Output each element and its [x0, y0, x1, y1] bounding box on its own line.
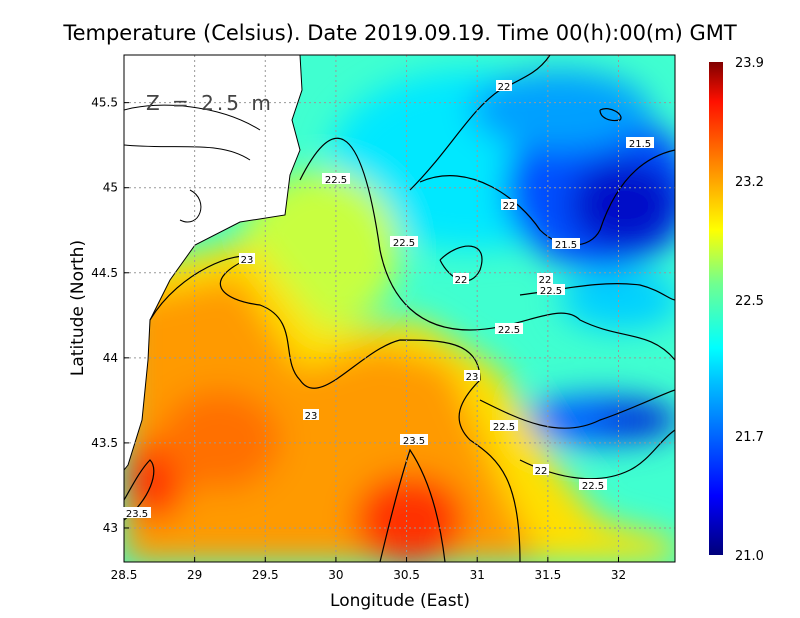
contour-label: 22 — [453, 273, 469, 286]
x-tick-label: 28.5 — [111, 568, 138, 582]
plot-frame — [123, 54, 676, 563]
contour-label: 22.5 — [390, 236, 418, 249]
colorbar-tick-label: 23.2 — [735, 175, 764, 190]
svg-text:22.5: 22.5 — [540, 286, 562, 297]
svg-text:23: 23 — [241, 255, 254, 266]
colorbar-tick-label: 23.9 — [735, 56, 764, 71]
contour-label: 23 — [303, 409, 319, 422]
contour-label: 22.5 — [490, 420, 518, 433]
x-tick-label: 30.5 — [393, 568, 420, 582]
colorbar-ticks: 23.9 23.2 22.5 21.7 21.0 — [735, 56, 764, 564]
contour-label: 22 — [537, 273, 553, 286]
temperature-field — [124, 55, 675, 562]
depth-label: Z = 2.5 m — [146, 91, 274, 115]
contour-label: 22 — [496, 80, 512, 93]
x-tick-label: 31.5 — [534, 568, 561, 582]
svg-text:21.5: 21.5 — [555, 240, 577, 251]
contour-label: 22.5 — [495, 323, 523, 336]
contour-label: 21.5 — [552, 238, 580, 251]
x-ticks: 28.5 29 29.5 30 30.5 31 31.5 32 — [111, 557, 626, 582]
y-tick-label: 43.5 — [91, 436, 118, 450]
y-tick-label: 44.5 — [91, 266, 118, 280]
svg-text:22.5: 22.5 — [582, 481, 604, 492]
y-tick-label: 44 — [103, 351, 118, 365]
svg-text:23.5: 23.5 — [126, 509, 148, 520]
contour-label: 23.5 — [123, 507, 151, 520]
contour-label: 22 — [533, 464, 549, 477]
x-axis-label: Longitude (East) — [330, 591, 470, 611]
contour-label: 23 — [464, 370, 480, 383]
svg-text:22.5: 22.5 — [325, 175, 347, 186]
x-tick-label: 31 — [470, 568, 485, 582]
svg-text:22: 22 — [455, 275, 468, 286]
y-tick-label: 43 — [103, 521, 118, 535]
contour-label: 22.5 — [322, 173, 350, 186]
grid-lines — [124, 55, 675, 562]
contour-label: 23.5 — [400, 434, 428, 447]
y-tick-label: 45 — [103, 181, 118, 195]
svg-text:23: 23 — [305, 411, 318, 422]
colorbar — [709, 62, 723, 555]
y-ticks: 43 43.5 44 44.5 45 45.5 — [91, 96, 129, 535]
contour-label: 21.5 — [626, 137, 654, 150]
x-tick-label: 29 — [187, 568, 202, 582]
colorbar-tick-label: 22.5 — [735, 294, 764, 309]
svg-text:23: 23 — [466, 372, 479, 383]
colorbar-tick-label: 21.7 — [735, 430, 764, 445]
contour-label: 22 — [501, 199, 517, 212]
contour-label: 23 — [239, 253, 255, 266]
svg-text:21.5: 21.5 — [629, 139, 651, 150]
svg-text:22.5: 22.5 — [393, 238, 415, 249]
contour-label: 22.5 — [579, 479, 607, 492]
x-tick-label: 29.5 — [252, 568, 279, 582]
colorbar-tick-label: 21.0 — [735, 549, 764, 564]
svg-text:22.5: 22.5 — [493, 422, 515, 433]
contour-label: 22.5 — [537, 284, 565, 297]
svg-text:23.5: 23.5 — [403, 436, 425, 447]
svg-text:22: 22 — [503, 201, 516, 212]
y-axis-label: Latitude (North) — [68, 240, 88, 376]
svg-text:22.5: 22.5 — [498, 325, 520, 336]
svg-text:22: 22 — [535, 466, 548, 477]
chart-title: Temperature (Celsius). Date 2019.09.19. … — [62, 21, 737, 45]
svg-text:22: 22 — [539, 275, 552, 286]
x-tick-label: 32 — [611, 568, 626, 582]
svg-text:22: 22 — [498, 82, 511, 93]
y-tick-label: 45.5 — [91, 96, 118, 110]
x-tick-label: 30 — [328, 568, 343, 582]
